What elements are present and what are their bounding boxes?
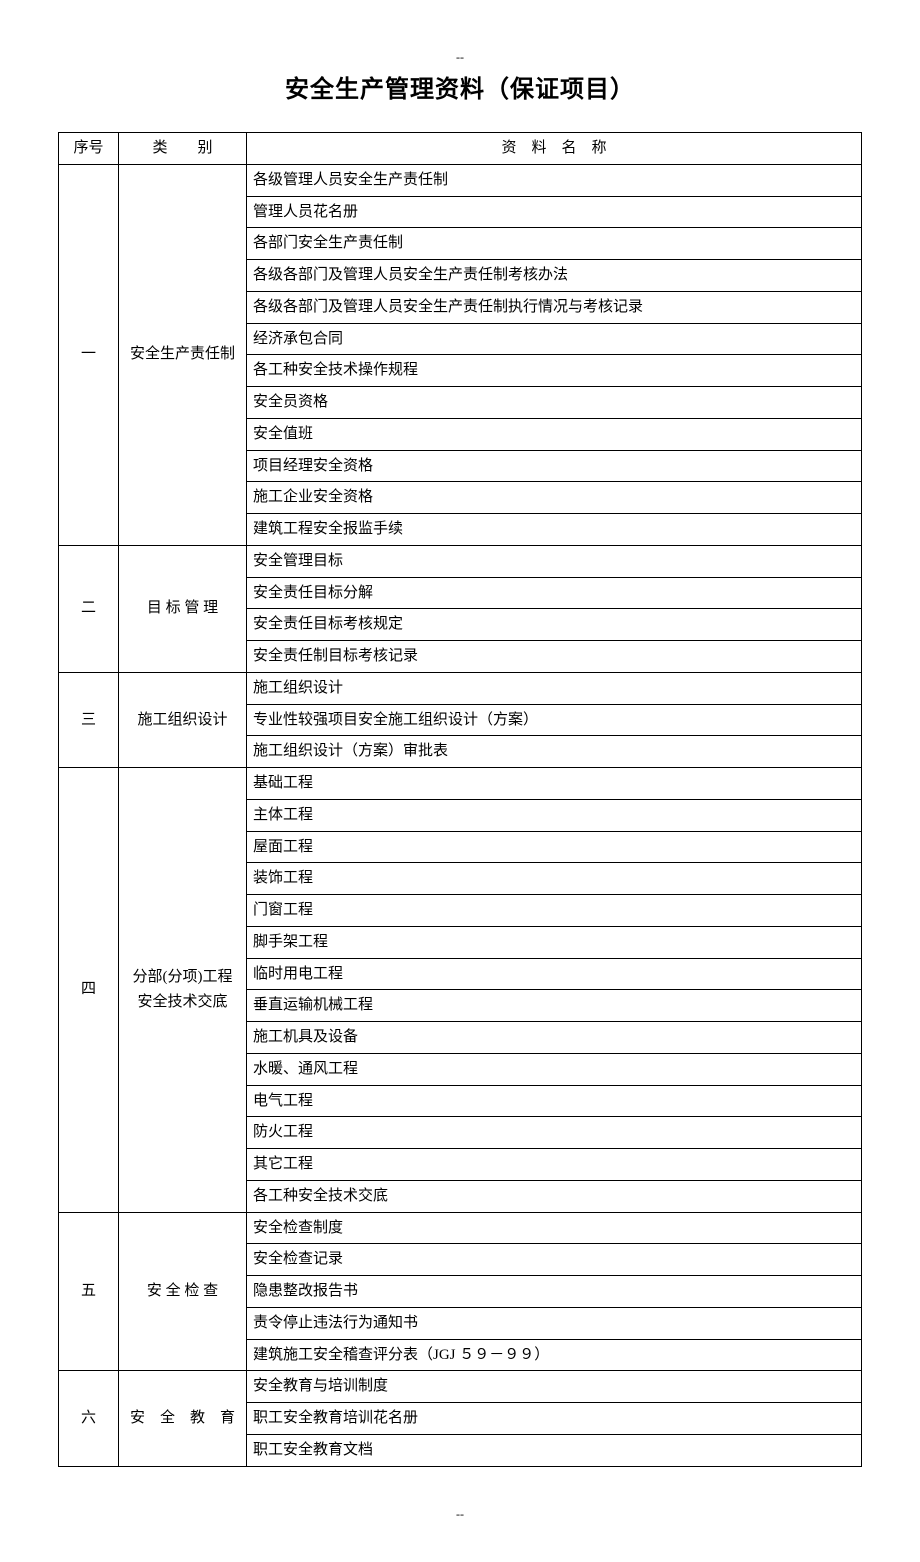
table-row: 五安 全 检 查安全检查制度 [59, 1212, 862, 1244]
item-cell: 建筑施工安全稽查评分表（JGJ ５９－９９） [247, 1339, 862, 1371]
table-row: 一安全生产责任制各级管理人员安全生产责任制 [59, 164, 862, 196]
item-cell: 安全检查制度 [247, 1212, 862, 1244]
header-name: 资 料 名 称 [247, 133, 862, 165]
item-cell: 安全管理目标 [247, 545, 862, 577]
bottom-mark: -- [58, 1507, 862, 1522]
item-cell: 管理人员花名册 [247, 196, 862, 228]
item-cell: 屋面工程 [247, 831, 862, 863]
item-cell: 其它工程 [247, 1149, 862, 1181]
item-cell: 安全责任目标分解 [247, 577, 862, 609]
seq-cell: 二 [59, 545, 119, 672]
item-cell: 职工安全教育文档 [247, 1434, 862, 1466]
item-cell: 建筑工程安全报监手续 [247, 514, 862, 546]
item-cell: 安全责任制目标考核记录 [247, 641, 862, 673]
item-cell: 施工组织设计（方案）审批表 [247, 736, 862, 768]
materials-table: 序号类 别资 料 名 称一安全生产责任制各级管理人员安全生产责任制管理人员花名册… [58, 132, 862, 1467]
header-seq: 序号 [59, 133, 119, 165]
item-cell: 隐患整改报告书 [247, 1276, 862, 1308]
category-cell: 安全生产责任制 [119, 164, 247, 545]
category-cell: 安 全 检 查 [119, 1212, 247, 1371]
item-cell: 脚手架工程 [247, 926, 862, 958]
table-row: 三施工组织设计施工组织设计 [59, 672, 862, 704]
item-cell: 安全值班 [247, 418, 862, 450]
table-row: 二目 标 管 理安全管理目标 [59, 545, 862, 577]
category-cell: 目 标 管 理 [119, 545, 247, 672]
seq-cell: 三 [59, 672, 119, 767]
item-cell: 各工种安全技术操作规程 [247, 355, 862, 387]
page-title: 安全生产管理资料（保证项目） [58, 69, 862, 104]
item-cell: 职工安全教育培训花名册 [247, 1403, 862, 1435]
item-cell: 基础工程 [247, 768, 862, 800]
item-cell: 防火工程 [247, 1117, 862, 1149]
header-cat: 类 别 [119, 133, 247, 165]
item-cell: 垂直运输机械工程 [247, 990, 862, 1022]
item-cell: 安全责任目标考核规定 [247, 609, 862, 641]
item-cell: 安全教育与培训制度 [247, 1371, 862, 1403]
item-cell: 施工机具及设备 [247, 1022, 862, 1054]
item-cell: 各级管理人员安全生产责任制 [247, 164, 862, 196]
item-cell: 施工企业安全资格 [247, 482, 862, 514]
seq-cell: 六 [59, 1371, 119, 1466]
item-cell: 各级各部门及管理人员安全生产责任制执行情况与考核记录 [247, 291, 862, 323]
item-cell: 安全检查记录 [247, 1244, 862, 1276]
seq-cell: 五 [59, 1212, 119, 1371]
top-mark: -- [58, 50, 862, 65]
item-cell: 各级各部门及管理人员安全生产责任制考核办法 [247, 260, 862, 292]
item-cell: 经济承包合同 [247, 323, 862, 355]
item-cell: 专业性较强项目安全施工组织设计（方案） [247, 704, 862, 736]
item-cell: 项目经理安全资格 [247, 450, 862, 482]
item-cell: 水暖、通风工程 [247, 1053, 862, 1085]
item-cell: 各部门安全生产责任制 [247, 228, 862, 260]
item-cell: 各工种安全技术交底 [247, 1180, 862, 1212]
item-cell: 主体工程 [247, 799, 862, 831]
item-cell: 责令停止违法行为通知书 [247, 1307, 862, 1339]
item-cell: 施工组织设计 [247, 672, 862, 704]
item-cell: 电气工程 [247, 1085, 862, 1117]
seq-cell: 一 [59, 164, 119, 545]
item-cell: 安全员资格 [247, 387, 862, 419]
category-cell: 分部(分项)工程安全技术交底 [119, 768, 247, 1213]
table-row: 四分部(分项)工程安全技术交底基础工程 [59, 768, 862, 800]
item-cell: 装饰工程 [247, 863, 862, 895]
category-cell: 安 全 教 育 [119, 1371, 247, 1466]
seq-cell: 四 [59, 768, 119, 1213]
item-cell: 临时用电工程 [247, 958, 862, 990]
item-cell: 门窗工程 [247, 895, 862, 927]
table-row: 六安 全 教 育安全教育与培训制度 [59, 1371, 862, 1403]
category-cell: 施工组织设计 [119, 672, 247, 767]
